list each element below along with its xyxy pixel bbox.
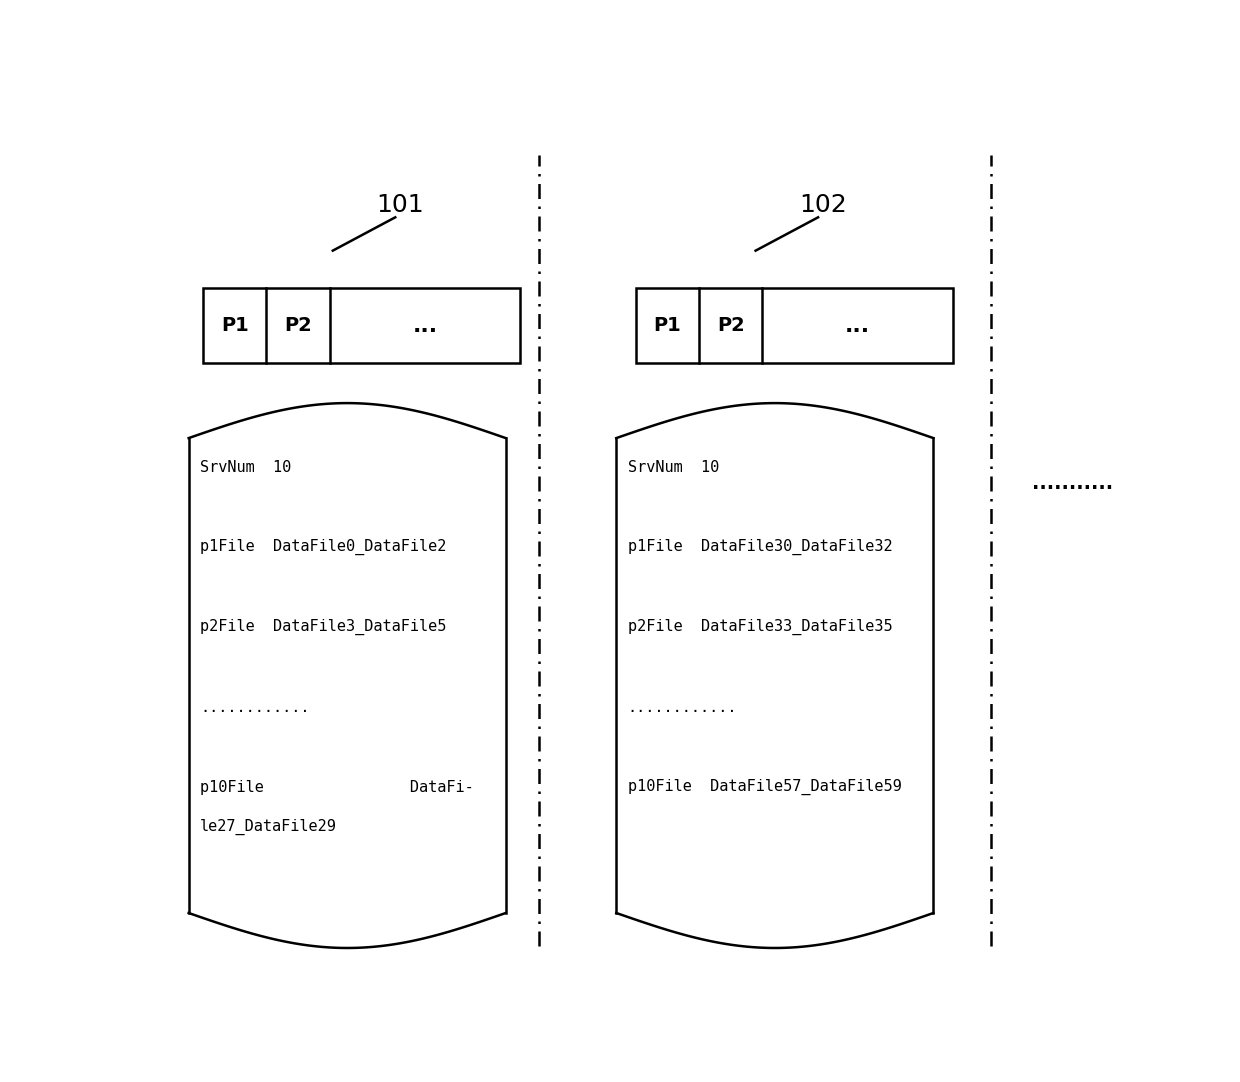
Text: le27_DataFile29: le27_DataFile29 [200, 819, 337, 835]
Text: p10File                DataFi-: p10File DataFi- [200, 780, 474, 794]
Bar [635, 288, 952, 364]
Text: 102: 102 [799, 194, 847, 217]
Text: p1File  DataFile30_DataFile32: p1File DataFile30_DataFile32 [627, 539, 893, 555]
Text: ............: ............ [627, 700, 738, 715]
Text: ...: ... [844, 316, 870, 335]
Text: ...........: ........... [1032, 474, 1114, 493]
Text: ...: ... [413, 316, 438, 335]
Text: ............: ............ [200, 700, 310, 715]
Text: SrvNum  10: SrvNum 10 [627, 460, 719, 475]
Text: p10File  DataFile57_DataFile59: p10File DataFile57_DataFile59 [627, 779, 901, 795]
Text: p2File  DataFile33_DataFile35: p2File DataFile33_DataFile35 [627, 619, 893, 635]
Text: 101: 101 [376, 194, 424, 217]
Bar [203, 288, 521, 364]
Text: P2: P2 [284, 316, 312, 335]
Text: p1File  DataFile0_DataFile2: p1File DataFile0_DataFile2 [200, 539, 446, 555]
Text: P1: P1 [221, 316, 249, 335]
Text: SrvNum  10: SrvNum 10 [200, 460, 291, 475]
Text: p2File  DataFile3_DataFile5: p2File DataFile3_DataFile5 [200, 619, 446, 635]
Text: P1: P1 [653, 316, 681, 335]
Text: P2: P2 [717, 316, 744, 335]
